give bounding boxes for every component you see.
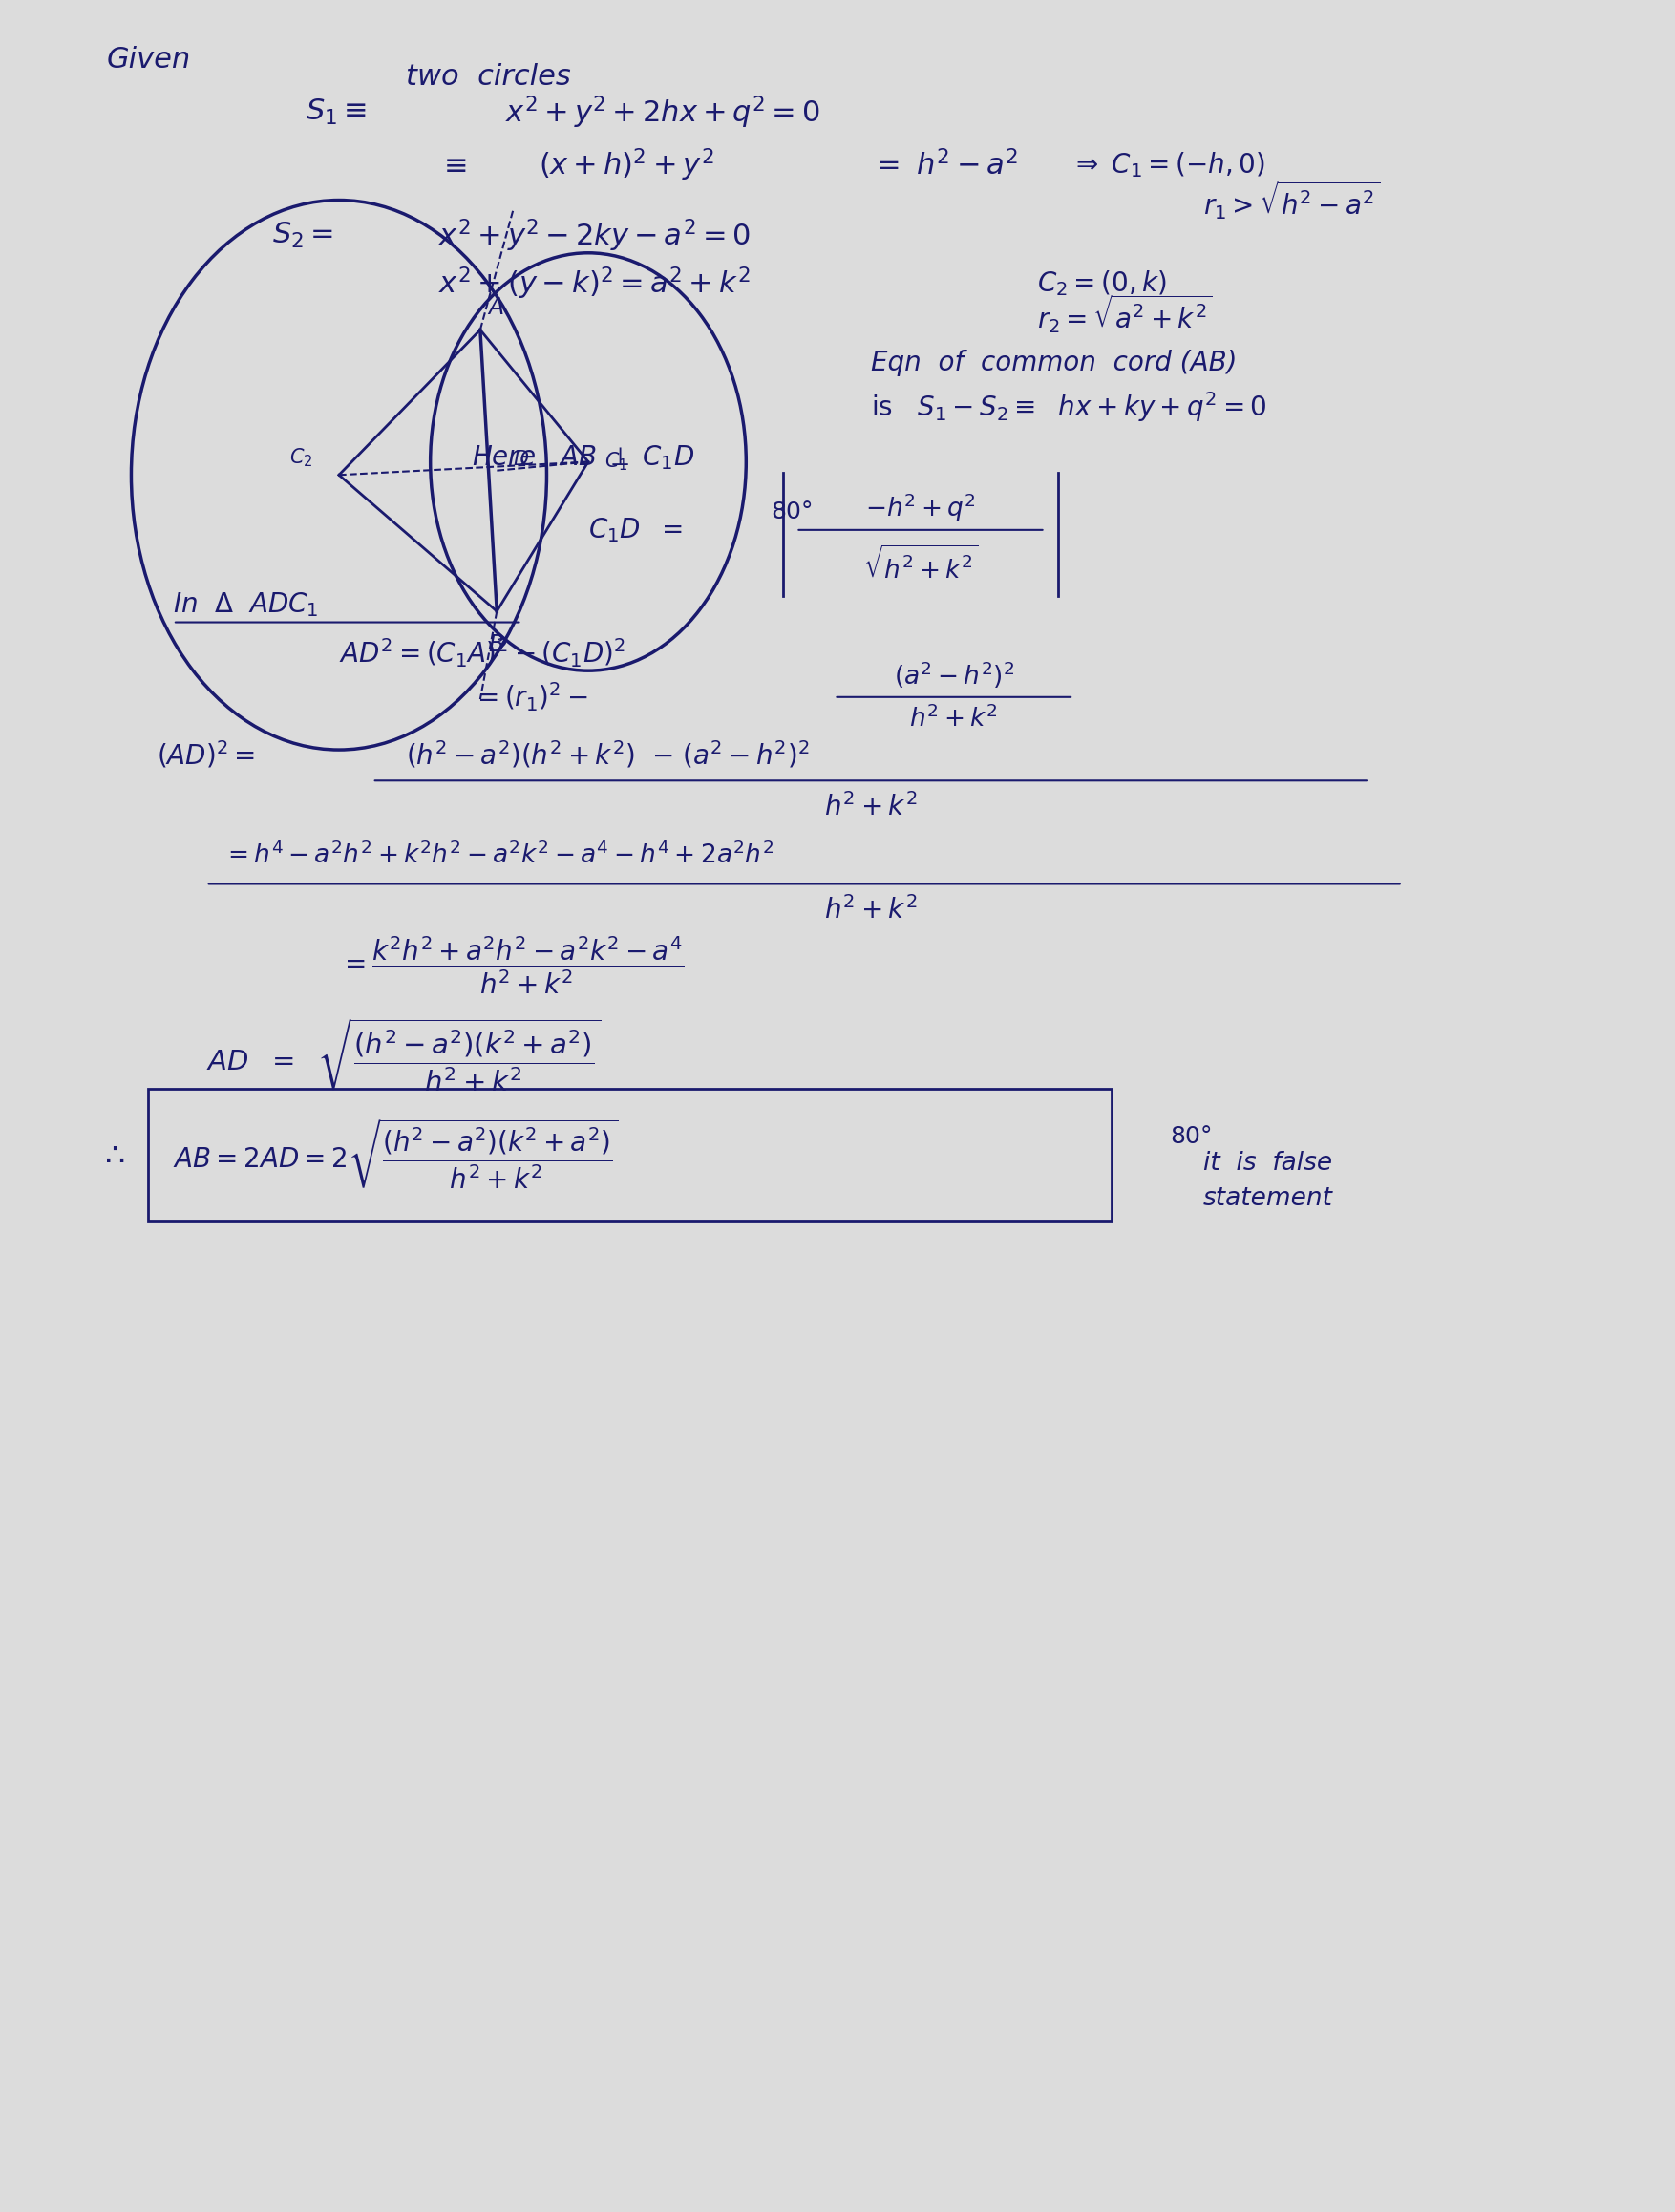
Text: $-h^2 + q^2$: $-h^2 + q^2$ (866, 491, 977, 524)
Text: $\equiv$: $\equiv$ (439, 150, 467, 179)
Text: B: B (489, 633, 504, 655)
Text: $\Rightarrow$ $C_1 = (-h, 0)$: $\Rightarrow$ $C_1 = (-h, 0)$ (1070, 150, 1265, 179)
Text: is   $S_1 - S_2 \equiv$  $hx + ky + q^2 = 0$: is $S_1 - S_2 \equiv$ $hx + ky + q^2 = 0… (871, 389, 1266, 425)
Text: Given: Given (106, 46, 191, 73)
Text: $S_1 \equiv$: $S_1 \equiv$ (307, 97, 367, 126)
Text: D: D (514, 449, 529, 469)
Text: $(AD)^2 =$: $(AD)^2 =$ (156, 739, 255, 770)
Text: $r_2 = \sqrt{a^2 + k^2}$: $r_2 = \sqrt{a^2 + k^2}$ (1037, 294, 1213, 336)
Text: $x^2 + (y-k)^2 = a^2 + k^2$: $x^2 + (y-k)^2 = a^2 + k^2$ (439, 265, 750, 303)
Text: $= \dfrac{k^2h^2 + a^2h^2 - a^2k^2 - a^4}{h^2 + k^2}$: $= \dfrac{k^2h^2 + a^2h^2 - a^2k^2 - a^4… (338, 933, 683, 995)
Text: $h^2 + k^2$: $h^2 + k^2$ (910, 706, 998, 732)
Text: $h^2 + k^2$: $h^2 + k^2$ (824, 896, 918, 925)
Text: $80°$: $80°$ (1169, 1126, 1211, 1148)
Text: $h^2 + k^2$: $h^2 + k^2$ (824, 792, 918, 821)
Text: Eqn  of  common  cord (AB): Eqn of common cord (AB) (871, 349, 1236, 376)
Text: $(x+h)^2 + y^2$: $(x+h)^2 + y^2$ (538, 146, 714, 184)
Text: $= (r_1)^2 -$: $= (r_1)^2 -$ (472, 681, 588, 714)
Text: $\therefore$: $\therefore$ (99, 1139, 124, 1170)
Text: $x^2 + y^2 + 2hx + q^2 = 0$: $x^2 + y^2 + 2hx + q^2 = 0$ (506, 93, 821, 131)
Text: two  circles: two circles (405, 64, 571, 91)
Text: In  $\Delta$  $ADC_1$: In $\Delta$ $ADC_1$ (173, 591, 318, 619)
Text: $AD^2 = (C_1A)^2 - (C_1D)^2$: $AD^2 = (C_1A)^2 - (C_1D)^2$ (338, 637, 625, 670)
Text: $C_1$: $C_1$ (605, 451, 628, 473)
Text: it  is  false: it is false (1203, 1150, 1332, 1175)
Text: $C_2 = (0, k)$: $C_2 = (0, k)$ (1037, 270, 1166, 299)
Text: $= h^4 - a^2h^2 + k^2h^2 - a^2k^2 - a^4 - h^4 + 2a^2h^2$: $= h^4 - a^2h^2 + k^2h^2 - a^2k^2 - a^4 … (223, 843, 774, 869)
Text: Here   AB $\perp$ $C_1D$: Here AB $\perp$ $C_1D$ (472, 442, 695, 471)
Text: $(a^2 - h^2)^2$: $(a^2 - h^2)^2$ (893, 659, 1013, 690)
Text: $C_2$: $C_2$ (290, 447, 313, 469)
Text: $S_2 =$: $S_2 =$ (273, 221, 333, 250)
Text: $C_1D$  $=$: $C_1D$ $=$ (588, 515, 683, 544)
Text: statement: statement (1203, 1186, 1333, 1210)
Text: $AD$  $=$  $\sqrt{\dfrac{(h^2 - a^2)(k^2 + a^2)}{h^2 + k^2}}$: $AD$ $=$ $\sqrt{\dfrac{(h^2 - a^2)(k^2 +… (206, 1018, 601, 1095)
Text: $AB = 2AD = 2\sqrt{\dfrac{(h^2-a^2)(k^2+a^2)}{h^2+k^2}}$: $AB = 2AD = 2\sqrt{\dfrac{(h^2-a^2)(k^2+… (173, 1117, 618, 1192)
Text: $\sqrt{h^2 + k^2}$: $\sqrt{h^2 + k^2}$ (863, 546, 978, 584)
Text: $80°$: $80°$ (770, 500, 812, 524)
Text: $x^2 + y^2 - 2ky - a^2 = 0$: $x^2 + y^2 - 2ky - a^2 = 0$ (439, 217, 752, 254)
Text: $=$ $h^2 - a^2$: $=$ $h^2 - a^2$ (871, 150, 1018, 181)
Text: A: A (489, 296, 504, 319)
Text: $(h^2 - a^2)(h^2 + k^2)$  $-$ $(a^2 - h^2)^2$: $(h^2 - a^2)(h^2 + k^2)$ $-$ $(a^2 - h^2… (405, 739, 809, 770)
Text: $r_1 > \sqrt{h^2 - a^2}$: $r_1 > \sqrt{h^2 - a^2}$ (1203, 179, 1380, 221)
